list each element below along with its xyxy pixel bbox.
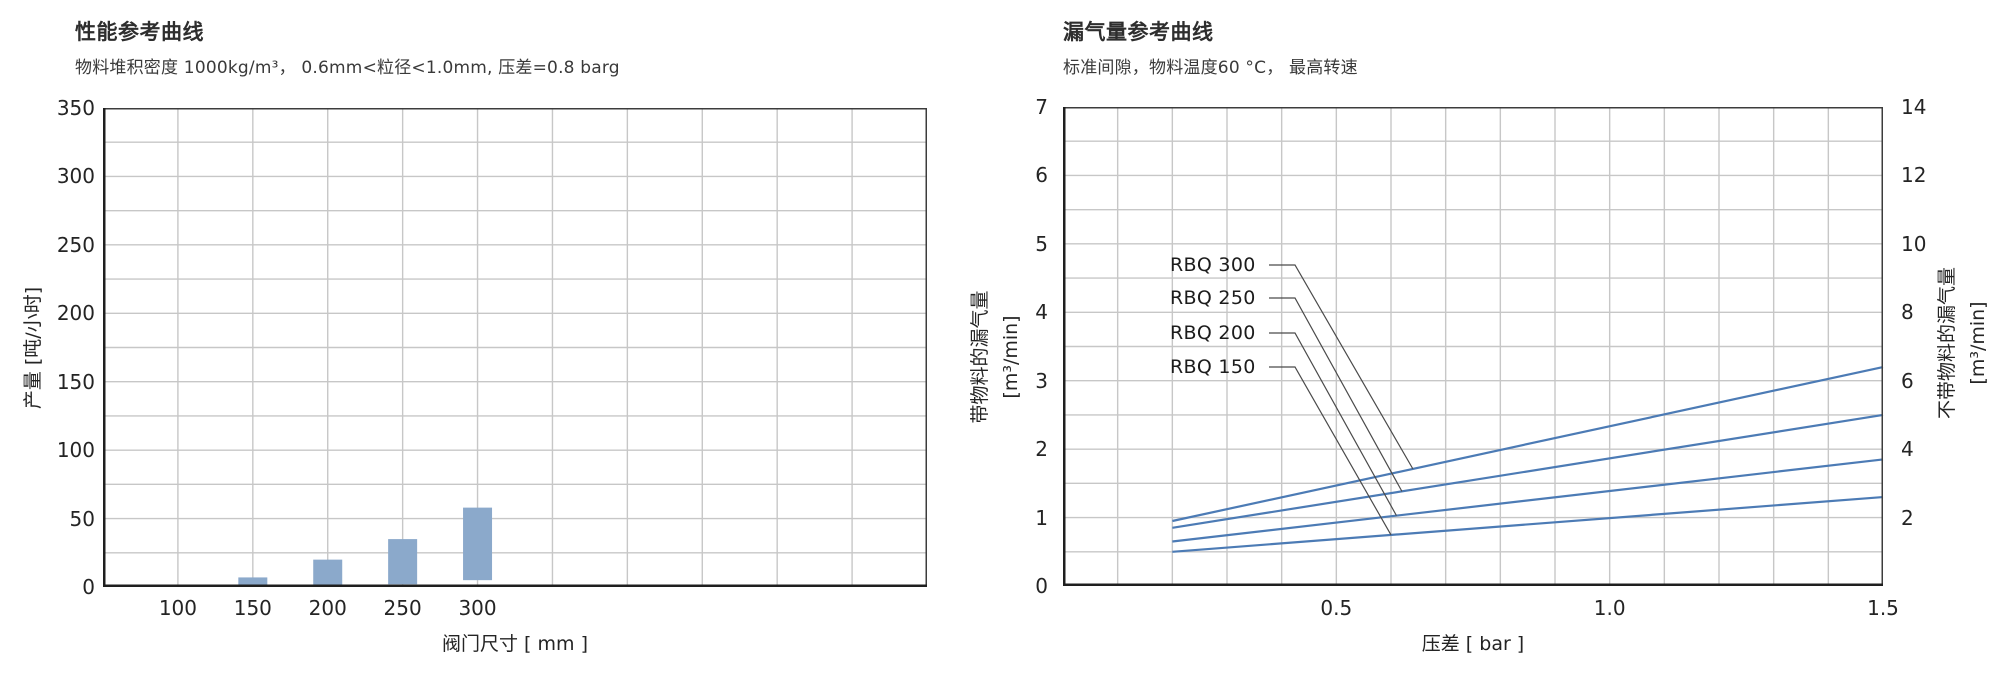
leakage-left-y-axis-title-unit: [m³/min] [1000, 315, 1022, 399]
axis-lines [1063, 107, 1883, 586]
bar-range-200 [313, 559, 343, 586]
performance-chart-subtitle: 物料堆积密度 1000kg/m³， 0.6mm<粒径<1.0mm, 压差=0.8… [75, 58, 620, 78]
y-tick-label: 100 [56, 438, 95, 463]
performance-plot-area [103, 108, 927, 587]
leakage-chart-subtitle: 标准间隙，物料温度60 °C， 最高转速 [1063, 58, 1358, 78]
right-y-tick-label: 10 [1901, 231, 1927, 256]
left-y-tick-label: 6 [1035, 163, 1048, 188]
legend-label-rbq-300: RBQ 300 [1170, 254, 1256, 276]
series-line-rbq-200 [1172, 458, 1884, 543]
x-tick-label: 0.5 [1320, 596, 1353, 620]
bar-range-250 [388, 539, 418, 585]
y-tick-label: 300 [56, 164, 95, 189]
leakage-x-axis-title: 压差 [ bar ] [1421, 633, 1525, 655]
x-tick-label: 200 [308, 596, 347, 620]
legend-label-rbq-250: RBQ 250 [1170, 287, 1256, 309]
series-line-rbq-250 [1172, 413, 1884, 529]
leakage-right-y-axis-title: 不带物料的漏气量 [m³/min] [1932, 223, 1994, 463]
legend-label-rbq-150: RBQ 150 [1170, 356, 1256, 378]
left-y-tick-label: 4 [1035, 300, 1048, 325]
left-y-tick-label: 7 [1035, 95, 1048, 119]
series-line-rbq-300 [1172, 365, 1884, 523]
leakage-chart-title: 漏气量参考曲线 [1063, 20, 1214, 44]
right-y-tick-label: 14 [1901, 95, 1927, 119]
x-tick-label: 250 [383, 596, 422, 620]
y-tick-label: 200 [56, 301, 95, 326]
left-y-tick-label: 2 [1035, 437, 1048, 462]
series-line-rbq-150 [1172, 495, 1884, 553]
right-y-tick-label: 6 [1901, 368, 1914, 393]
y-tick-label: 350 [56, 96, 95, 120]
x-tick-label: 1.0 [1593, 596, 1626, 620]
y-tick-label: 0 [82, 575, 95, 599]
x-tick-label: 100 [158, 596, 197, 620]
leakage-left-y-axis-title-text: 带物料的漏气量 [969, 290, 991, 424]
axis-lines [103, 108, 927, 587]
legend-leader-line [1269, 297, 1403, 492]
performance-chart-canvas [103, 108, 927, 587]
right-y-tick-label: 4 [1901, 437, 1914, 462]
x-tick-label: 300 [458, 596, 497, 620]
performance-chart-title: 性能参考曲线 [75, 20, 204, 44]
leakage-right-y-axis-title-text: 不带物料的漏气量 [1936, 267, 1958, 420]
bar-range-150 [238, 577, 268, 587]
left-y-tick-label: 5 [1035, 231, 1048, 256]
leakage-right-y-axis-title-unit: [m³/min] [1967, 301, 1989, 385]
right-y-tick-label: 12 [1901, 163, 1927, 188]
performance-x-axis-title: 阀门尺寸 [ mm ] [442, 633, 588, 655]
leakage-left-y-axis-title: 带物料的漏气量 [m³/min] [965, 247, 1027, 467]
legend-leader-line [1269, 264, 1414, 470]
right-y-tick-label: 2 [1901, 505, 1914, 530]
leakage-chart-canvas [1063, 107, 1884, 586]
legend-label-rbq-200: RBQ 200 [1170, 322, 1256, 344]
x-tick-label: 150 [233, 596, 272, 620]
legend-leader-line [1269, 366, 1392, 536]
y-tick-label: 250 [56, 232, 95, 257]
bar-range-300 [463, 507, 493, 581]
legend-leader-line [1269, 332, 1397, 516]
left-y-tick-label: 3 [1035, 368, 1048, 393]
performance-y-axis-title: 产量 [吨/小时] [22, 286, 44, 410]
right-y-tick-label: 8 [1901, 300, 1914, 325]
left-y-tick-label: 1 [1035, 505, 1048, 530]
leakage-plot-area [1063, 107, 1884, 586]
left-y-tick-label: 0 [1035, 574, 1048, 598]
x-tick-label: 1.5 [1867, 596, 1899, 620]
y-tick-label: 150 [56, 369, 95, 394]
y-tick-label: 50 [69, 506, 95, 531]
